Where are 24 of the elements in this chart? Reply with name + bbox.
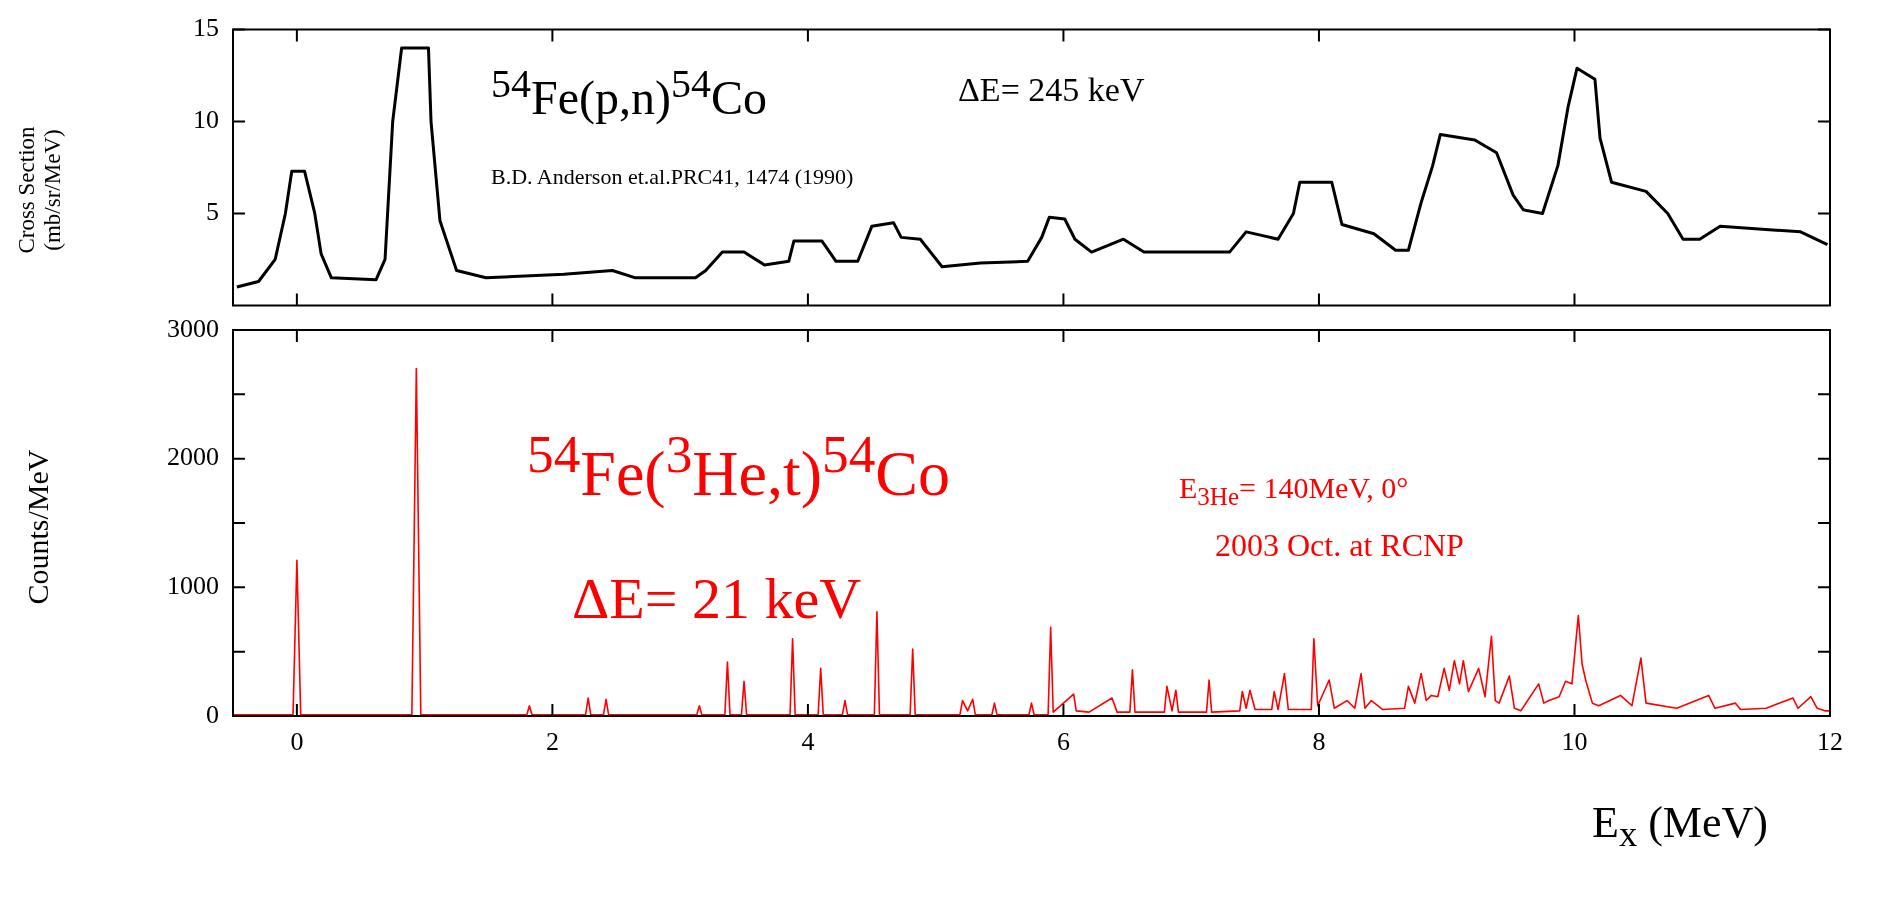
annotation: E$_{3He}$= 140MeV, 0° <box>1179 471 1409 510</box>
annotation: $^{54}$Fe(p,n)$^{54}$Co <box>491 61 767 124</box>
x-tick-label: 0 <box>290 727 304 757</box>
x-tick-label: 12 <box>1817 727 1843 757</box>
annotation: B.D. Anderson et.al.PRC41, 1474 (1990) <box>491 164 854 189</box>
y-tick-label: 15 <box>193 13 219 43</box>
annotation: ΔE= 21 keV <box>572 566 862 631</box>
annotation: ΔE= 245 keV <box>958 71 1145 108</box>
x-tick-label: 2 <box>545 727 559 757</box>
x-tick-label: 6 <box>1056 727 1070 757</box>
y-tick-label: 1000 <box>167 571 219 601</box>
y-tick-label: 5 <box>206 197 219 227</box>
x-tick-label: 8 <box>1312 727 1326 757</box>
x-tick-label: 10 <box>1561 727 1588 757</box>
y-axis-title: Counts/MeV <box>20 448 55 607</box>
annotation: $^{54}$Fe($^{3}$He,t)$^{54}$Co <box>527 424 951 509</box>
y-tick-label: 3000 <box>167 313 219 343</box>
y-tick-label: 2000 <box>167 442 219 472</box>
x-axis-title: E$_{x}$ (MeV) <box>1592 796 1768 856</box>
y-axis-title: Cross Section (mb/sr/MeV) <box>13 125 66 256</box>
y-tick-label: 0 <box>206 699 219 729</box>
y-tick-label: 10 <box>193 105 219 135</box>
x-tick-label: 4 <box>801 727 815 757</box>
annotation: 2003 Oct. at RCNP <box>1215 527 1464 563</box>
